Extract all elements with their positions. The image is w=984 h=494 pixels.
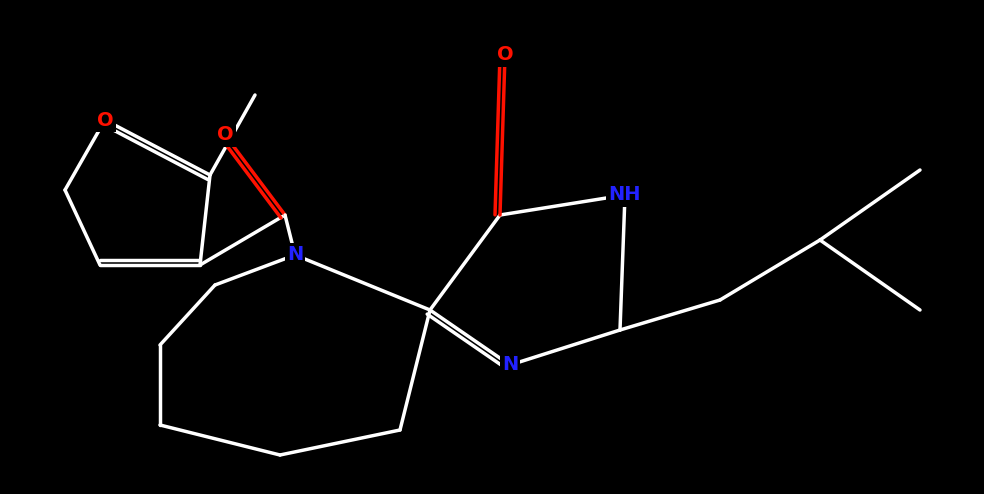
Text: NH: NH <box>609 186 642 205</box>
Text: N: N <box>287 246 303 264</box>
Text: O: O <box>216 125 233 145</box>
Text: O: O <box>497 45 514 65</box>
Text: N: N <box>502 356 519 374</box>
Text: O: O <box>96 111 113 129</box>
